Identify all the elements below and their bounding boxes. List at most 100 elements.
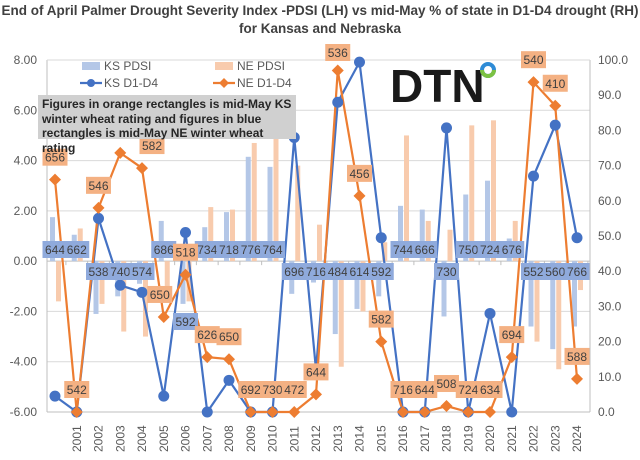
legend-label: KS D1-D4 bbox=[104, 76, 158, 90]
ne-wheat-rating-label: 734 bbox=[197, 243, 217, 257]
x-tick-label: 2023 bbox=[548, 425, 562, 452]
x-tick-label: 2003 bbox=[113, 425, 127, 452]
ne-d1-d4-point bbox=[157, 310, 170, 323]
x-tick-label: 2007 bbox=[200, 425, 214, 452]
ks-pdsi-bar bbox=[485, 180, 490, 262]
ks-wheat-rating-label: 582 bbox=[142, 139, 162, 153]
ks-d1-d4-point bbox=[528, 170, 539, 182]
ks-wheat-rating-label: 634 bbox=[480, 383, 500, 397]
ne-pdsi-bar bbox=[230, 209, 235, 262]
ks-d1-d4-point bbox=[571, 232, 583, 244]
left-tick-label: -6.00 bbox=[10, 405, 38, 419]
ks-wheat-rating-label-box bbox=[564, 347, 590, 365]
ne-d1-d4-point bbox=[310, 388, 322, 401]
ne-pdsi-bar bbox=[469, 125, 475, 262]
ne-wheat-rating-label-box bbox=[151, 241, 177, 258]
ne-d1-d4-point bbox=[549, 99, 562, 112]
ne-pdsi-bar bbox=[556, 261, 562, 370]
ks-wheat-rating-label-box bbox=[64, 381, 90, 398]
ne-wheat-rating-label-box bbox=[129, 263, 155, 280]
ks-wheat-rating-label-box bbox=[173, 243, 198, 261]
x-tick-label: 2006 bbox=[179, 425, 193, 452]
ks-wheat-rating-label-box bbox=[281, 381, 307, 398]
ks-wheat-rating-label: 730 bbox=[262, 383, 282, 397]
left-tick-label: 6.00 bbox=[14, 103, 38, 117]
ne-wheat-rating-label-box bbox=[347, 263, 372, 280]
legend-swatch bbox=[215, 62, 233, 70]
ne-wheat-rating-label: 750 bbox=[458, 243, 478, 257]
ks-wheat-rating-label: 650 bbox=[219, 330, 239, 344]
ks-d1-d4-point bbox=[93, 212, 104, 224]
ne-wheat-rating-label: 574 bbox=[132, 265, 152, 279]
ks-pdsi-bar bbox=[332, 261, 338, 335]
ks-wheat-rating-label: 518 bbox=[175, 246, 195, 260]
x-tick-label: 2018 bbox=[440, 425, 454, 452]
ne-d1-d4-point bbox=[266, 406, 279, 418]
ne-wheat-rating-label-box bbox=[303, 263, 329, 280]
ks-pdsi-bar bbox=[93, 261, 99, 314]
ne-wheat-rating-label-box bbox=[412, 241, 438, 258]
legend-marker bbox=[219, 78, 229, 88]
x-tick-label: 2016 bbox=[396, 425, 410, 452]
ks-pdsi-bar bbox=[50, 217, 55, 262]
ks-d1-d4-point bbox=[201, 406, 213, 418]
ks-d1-d4-point bbox=[506, 406, 518, 418]
ks-pdsi-bar bbox=[463, 194, 469, 262]
ks-wheat-rating-label-box bbox=[521, 51, 546, 69]
dtn-logo: DTN bbox=[390, 60, 496, 106]
ne-wheat-rating-label: 766 bbox=[567, 265, 587, 279]
ks-wheat-rating-label: 716 bbox=[393, 383, 413, 397]
ne-d1-d4-point bbox=[114, 146, 127, 159]
right-tick-label: 10.0 bbox=[598, 370, 622, 384]
ne-wheat-rating-label-box bbox=[216, 241, 242, 258]
ne-wheat-rating-label: 740 bbox=[110, 265, 130, 279]
ks-pdsi-bar bbox=[354, 261, 360, 309]
ks-wheat-rating-label: 650 bbox=[150, 288, 170, 302]
x-tick-label: 2021 bbox=[505, 425, 519, 452]
x-tick-label: 2019 bbox=[461, 425, 475, 452]
ne-pdsi-bar bbox=[273, 127, 279, 262]
ne-d1-d4-point bbox=[70, 406, 83, 418]
ks-wheat-rating-label-box bbox=[477, 381, 503, 398]
right-tick-label: 40.0 bbox=[598, 264, 622, 278]
ne-wheat-rating-label: 560 bbox=[545, 265, 565, 279]
left-tick-label: 4.00 bbox=[14, 154, 38, 168]
legend-label: NE D1-D4 bbox=[237, 76, 292, 90]
ks-wheat-rating-label: 692 bbox=[241, 383, 261, 397]
ne-d1-d4-point bbox=[418, 406, 431, 418]
x-tick-label: 2024 bbox=[570, 425, 584, 452]
ne-d1-d4-point bbox=[527, 76, 540, 89]
ne-wheat-rating-label-box bbox=[260, 241, 285, 258]
ks-pdsi-bar bbox=[245, 156, 251, 262]
ks-wheat-rating-label-box bbox=[347, 164, 372, 182]
left-tick-label: 2.00 bbox=[14, 204, 38, 218]
x-tick-label: 2002 bbox=[92, 425, 106, 452]
ks-wheat-rating-label-box bbox=[303, 363, 329, 381]
ne-wheat-rating-label: 552 bbox=[523, 265, 543, 279]
right-tick-label: 90.0 bbox=[598, 88, 622, 102]
ks-wheat-rating-label-box bbox=[194, 326, 220, 344]
ks-wheat-rating-label-box bbox=[86, 176, 111, 194]
ks-d1-d4-point bbox=[375, 232, 387, 244]
ks-wheat-rating-label-box bbox=[42, 148, 68, 166]
ne-wheat-rating-label-box bbox=[390, 241, 416, 258]
ks-wheat-rating-label-box bbox=[325, 44, 351, 61]
right-tick-label: 30.0 bbox=[598, 299, 622, 313]
ne-wheat-rating-label-box bbox=[564, 263, 590, 280]
ne-wheat-rating-label: 716 bbox=[306, 265, 326, 279]
ne-pdsi-bar bbox=[404, 135, 409, 262]
x-tick-label: 2015 bbox=[374, 425, 388, 452]
x-tick-label: 2020 bbox=[483, 425, 497, 452]
ne-wheat-rating-label-box bbox=[542, 263, 568, 280]
ne-wheat-rating-label: 592 bbox=[371, 265, 391, 279]
ne-pdsi-bar bbox=[143, 261, 148, 337]
ne-d1-d4-point bbox=[331, 64, 344, 77]
x-tick-label: 2005 bbox=[157, 425, 171, 452]
ne-wheat-rating-label-box bbox=[434, 263, 459, 280]
ne-d1-d4-point bbox=[440, 400, 453, 413]
ne-d1-d4-point bbox=[505, 351, 518, 364]
ks-pdsi-bar bbox=[398, 205, 403, 262]
ne-wheat-rating-label-box bbox=[107, 263, 133, 280]
ks-wheat-rating-label: 694 bbox=[502, 328, 522, 342]
